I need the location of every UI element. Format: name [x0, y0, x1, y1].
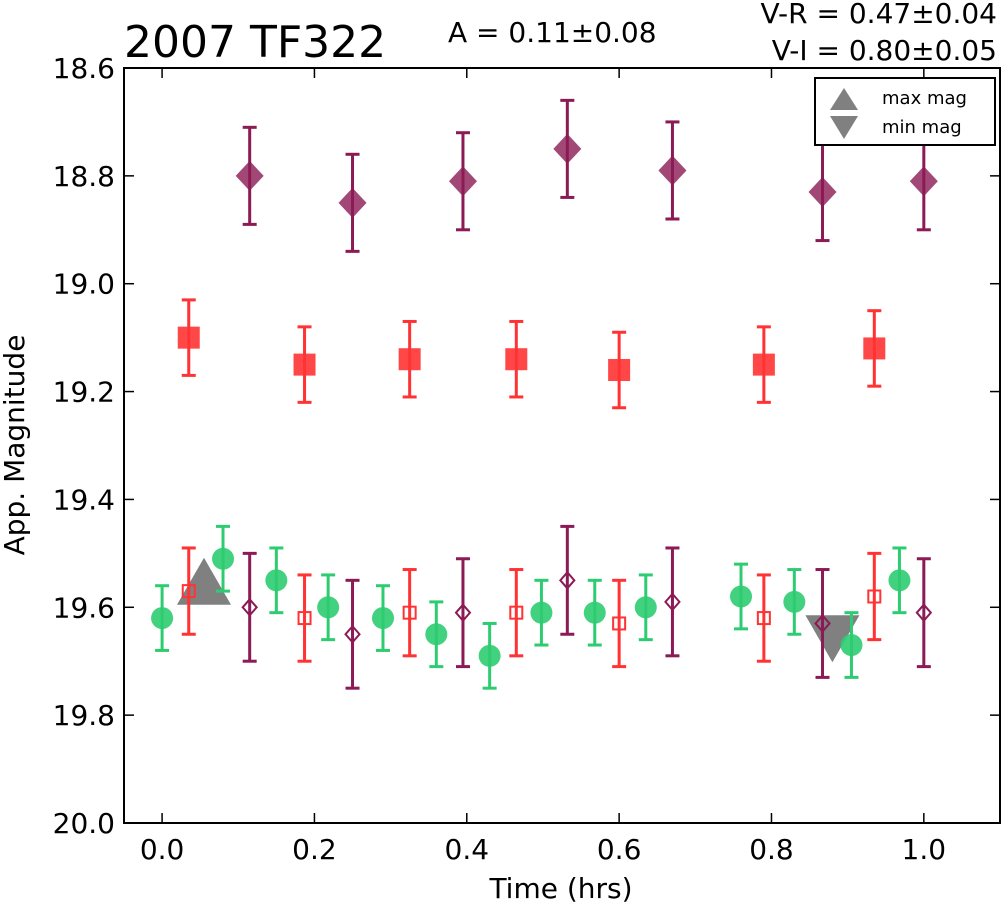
y-tick-label: 19.0 [53, 268, 115, 301]
legend-max-mag-icon [830, 88, 858, 110]
data-point-purple-open-diamond [814, 613, 831, 633]
data-point-green-circle [151, 607, 174, 630]
data-layer [151, 98, 938, 690]
data-point-red-square [398, 348, 421, 371]
data-point-red-open-square [509, 605, 524, 620]
data-point-red-open-square [756, 611, 771, 626]
data-point-red-square [293, 353, 316, 376]
x-tick-label: 0.8 [749, 833, 794, 866]
y-tick-label: 18.6 [53, 52, 115, 85]
data-point-red-open-square [297, 611, 312, 626]
x-tick-label: 0.2 [292, 833, 337, 866]
data-point-purple-diamond [658, 155, 687, 186]
axis-ticks: 0.0 0.2 0.4 0.6 0.8 1.0 18.6 18.8 19.0 19.2 19.4 19… [53, 52, 1000, 866]
amplitude-annotation: A = 0.11±0.08 [448, 16, 657, 49]
x-tick-label: 0.6 [597, 833, 642, 866]
legend: max mag min mag [814, 77, 996, 146]
data-point-green-circle [265, 569, 288, 592]
y-tick-label: 19.2 [53, 376, 115, 409]
y-tick-label: 19.4 [53, 483, 115, 516]
data-point-green-circle [425, 623, 448, 646]
plot-frame [123, 67, 1001, 824]
legend-min-mag-label: min mag [882, 117, 962, 138]
data-point-purple-diamond [909, 166, 938, 197]
data-point-purple-open-diamond [241, 597, 259, 617]
data-point-green-circle [530, 601, 553, 624]
x-tick-label: 0.4 [445, 833, 490, 866]
data-point-purple-diamond [808, 177, 837, 208]
data-point-purple-open-diamond [664, 592, 681, 612]
color-vr-annotation: V-R = 0.47±0.04 [761, 0, 997, 30]
data-point-purple-diamond [338, 187, 367, 218]
chart-title: 2007 TF322 [124, 17, 386, 68]
x-axis-label: Time (hrs) [488, 872, 632, 904]
legend-min-mag-icon [830, 116, 858, 139]
data-point-purple-open-diamond [559, 570, 576, 590]
data-point-purple-diamond [448, 166, 477, 197]
data-point-green-circle [317, 596, 340, 619]
data-point-purple-diamond [553, 133, 582, 164]
data-point-red-open-square [612, 616, 627, 631]
data-point-green-circle [478, 644, 501, 667]
max-mag-marker [176, 557, 231, 605]
x-tick-label: 1.0 [902, 833, 947, 866]
data-point-green-circle [888, 569, 911, 592]
data-point-purple-open-diamond [454, 603, 472, 623]
y-axis-label: App. Magnitude [0, 335, 31, 556]
data-point-red-open-square [867, 589, 882, 604]
data-point-green-circle [730, 585, 753, 608]
y-tick-label: 20.0 [53, 807, 115, 840]
legend-max-mag-label: max mag [882, 88, 967, 109]
data-point-green-circle [634, 596, 657, 619]
y-tick-label: 18.8 [53, 160, 115, 193]
data-point-red-square [177, 326, 200, 349]
y-tick-label: 19.8 [53, 699, 115, 732]
data-point-red-square [505, 348, 528, 371]
data-point-green-circle [212, 547, 235, 570]
data-point-green-circle [783, 590, 806, 613]
x-tick-label: 0.0 [140, 833, 185, 866]
data-point-green-circle [840, 634, 863, 657]
data-point-red-square [863, 337, 886, 360]
y-tick-label: 19.6 [53, 591, 115, 624]
data-point-green-circle [583, 601, 606, 624]
data-point-purple-open-diamond [915, 603, 933, 623]
data-point-red-square [608, 359, 631, 381]
data-point-purple-open-diamond [344, 624, 361, 644]
data-point-red-open-square [181, 584, 196, 599]
data-point-purple-diamond [235, 160, 264, 191]
data-point-red-open-square [402, 605, 417, 620]
color-vi-annotation: V-I = 0.80±0.05 [772, 34, 997, 67]
data-point-green-circle [371, 607, 394, 630]
data-point-red-square [752, 353, 775, 376]
